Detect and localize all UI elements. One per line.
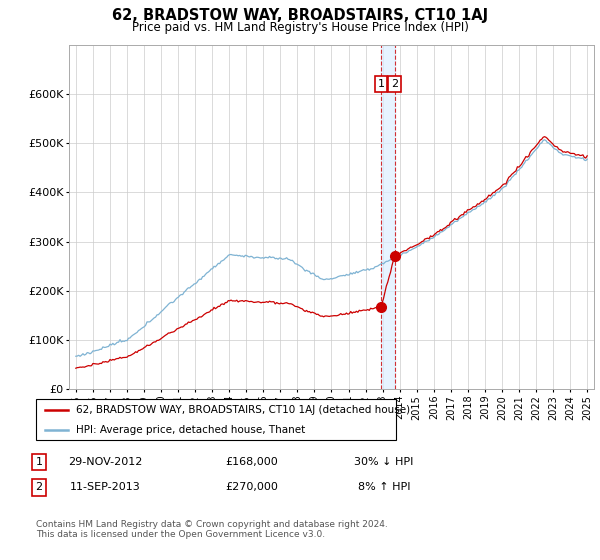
Text: 2: 2	[391, 79, 398, 89]
Text: 1: 1	[35, 457, 43, 467]
Text: 2: 2	[35, 482, 43, 492]
Text: 62, BRADSTOW WAY, BROADSTAIRS, CT10 1AJ (detached house): 62, BRADSTOW WAY, BROADSTAIRS, CT10 1AJ …	[76, 405, 410, 415]
Bar	[381, 45, 395, 389]
Text: Price paid vs. HM Land Registry's House Price Index (HPI): Price paid vs. HM Land Registry's House …	[131, 21, 469, 34]
FancyBboxPatch shape	[36, 399, 396, 440]
Text: 29-NOV-2012: 29-NOV-2012	[68, 457, 142, 467]
Text: £168,000: £168,000	[226, 457, 278, 467]
Text: HPI: Average price, detached house, Thanet: HPI: Average price, detached house, Than…	[76, 424, 305, 435]
Text: 1: 1	[377, 79, 385, 89]
Text: 8% ↑ HPI: 8% ↑ HPI	[358, 482, 410, 492]
Text: 30% ↓ HPI: 30% ↓ HPI	[355, 457, 413, 467]
Text: 11-SEP-2013: 11-SEP-2013	[70, 482, 140, 492]
Text: £270,000: £270,000	[226, 482, 278, 492]
Text: Contains HM Land Registry data © Crown copyright and database right 2024.
This d: Contains HM Land Registry data © Crown c…	[36, 520, 388, 539]
Text: 62, BRADSTOW WAY, BROADSTAIRS, CT10 1AJ: 62, BRADSTOW WAY, BROADSTAIRS, CT10 1AJ	[112, 8, 488, 24]
